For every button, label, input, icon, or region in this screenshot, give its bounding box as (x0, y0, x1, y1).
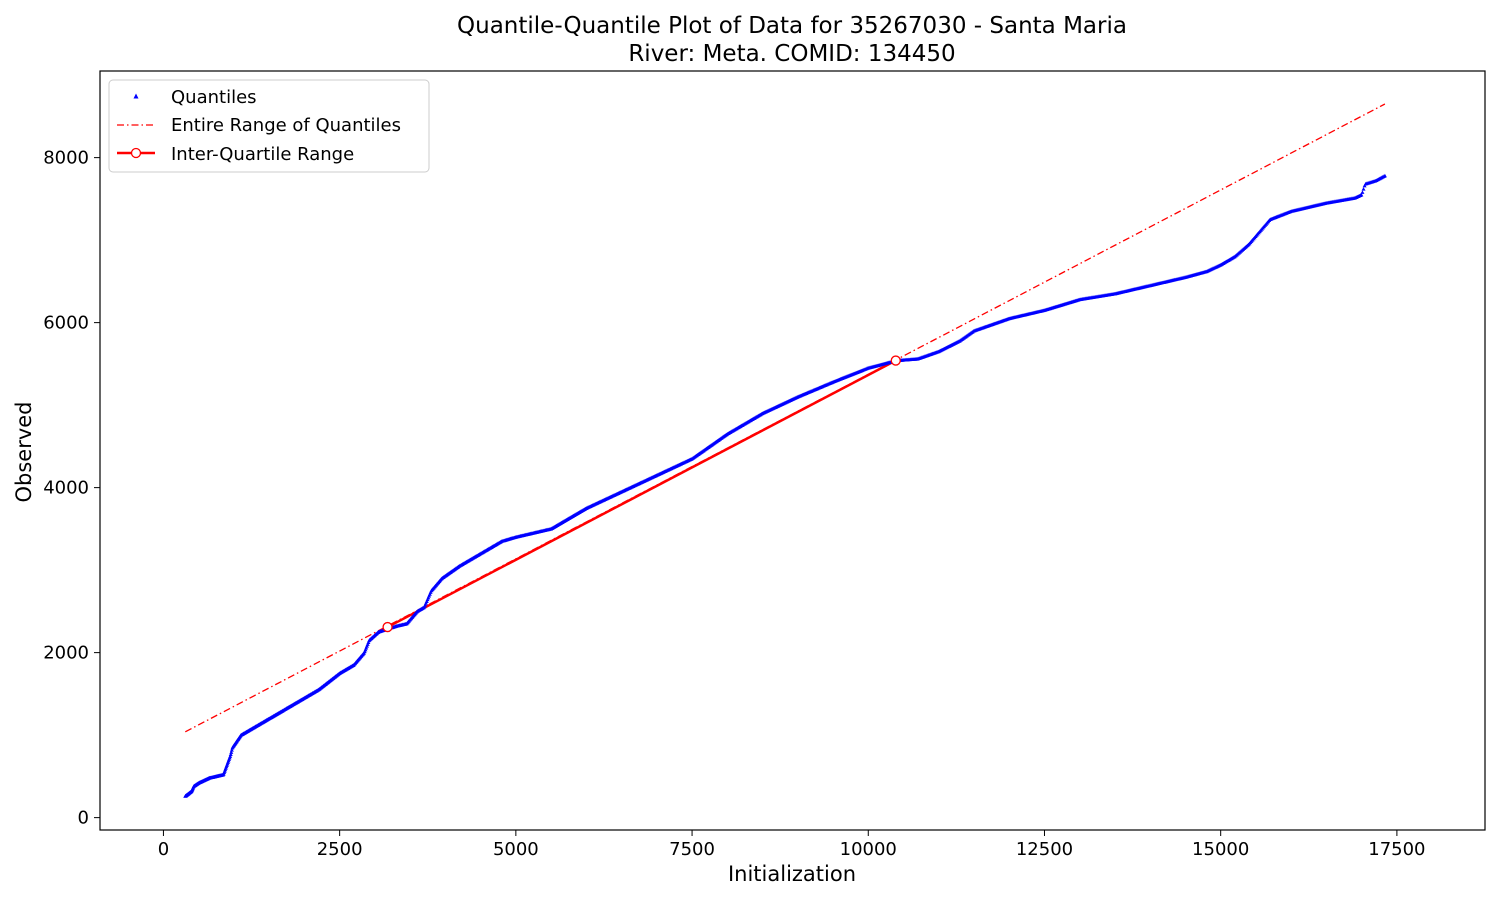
y-tick-label: 2000 (43, 643, 89, 664)
x-tick-label: 12500 (1016, 839, 1073, 860)
quantile-point (423, 603, 428, 607)
legend-box (108, 79, 430, 173)
quantile-point (364, 645, 369, 650)
iqr-marker (382, 621, 393, 633)
quantile-point (364, 644, 369, 648)
quantile-point (426, 595, 431, 600)
quantile-point (1359, 192, 1364, 197)
iqr-marker (890, 355, 901, 366)
x-axis-label: Initialization (728, 862, 856, 886)
legend-entry-entire-range: Entire Range of Quantiles (117, 115, 401, 136)
legend-quantiles-label: Quantiles (171, 87, 257, 108)
x-tick-label: 15000 (1192, 839, 1249, 860)
iqr-line (386, 359, 897, 629)
x-tick-label: 17500 (1368, 839, 1425, 860)
axes-frame (99, 70, 1486, 831)
x-tick-label: 7500 (669, 839, 715, 860)
y-tick-label: 0 (78, 808, 89, 829)
legend-iqr-marker (130, 147, 142, 159)
axis-ticks: 0 2500 5000 7500 10000 12500 15000 17500 0 2000 40… (43, 148, 1425, 860)
legend: Quantiles Entire Range of Quantiles Inte… (108, 79, 430, 173)
x-tick-label: 5000 (493, 839, 539, 860)
quantile-point (228, 754, 233, 758)
x-tick-label: 0 (158, 839, 169, 860)
quantile-point (1360, 190, 1365, 194)
quantile-point (424, 599, 429, 603)
quantile-point (228, 752, 233, 757)
legend-entire-range-label: Entire Range of Quantiles (171, 115, 401, 136)
quantile-point (229, 750, 234, 754)
quantile-point (422, 604, 427, 609)
chart-title: Quantile-Quantile Plot of Data for 35267… (457, 13, 1127, 39)
quantile-point (425, 597, 430, 602)
y-tick-label: 8000 (43, 148, 89, 169)
legend-iqr-label: Inter-Quartile Range (171, 144, 354, 165)
quantile-point (423, 601, 428, 605)
quantile-point (427, 592, 432, 596)
quantile-point (1382, 173, 1387, 178)
legend-entry-quantiles: Quantiles (133, 87, 257, 108)
quantile-point (229, 748, 234, 752)
quantile-point (1361, 187, 1366, 191)
quantile-point (362, 649, 367, 654)
quantile-point (1362, 183, 1367, 188)
plot-area (183, 103, 1387, 798)
quantile-point (363, 647, 368, 652)
quantile-point (366, 640, 371, 644)
legend-quantiles-marker (133, 93, 139, 99)
quantile-point (365, 642, 370, 646)
y-tick-label: 4000 (43, 478, 89, 499)
x-tick-label: 2500 (317, 839, 363, 860)
y-axis-label: Observed (12, 401, 36, 502)
y-tick-label: 6000 (43, 313, 89, 334)
legend-entry-iqr: Inter-Quartile Range (117, 144, 354, 165)
chart-subtitle: River: Meta. COMID: 134450 (628, 41, 955, 67)
x-tick-label: 10000 (840, 839, 897, 860)
quantile-point (427, 593, 432, 598)
